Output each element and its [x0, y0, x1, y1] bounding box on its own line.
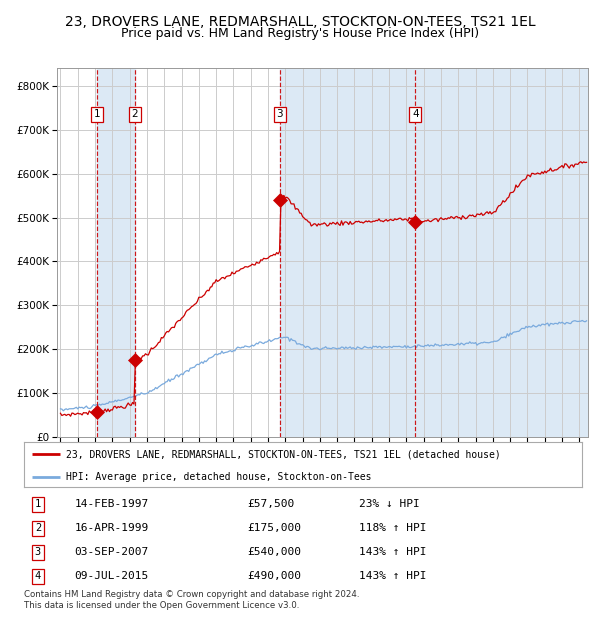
Text: 118% ↑ HPI: 118% ↑ HPI [359, 523, 426, 533]
Text: 23, DROVERS LANE, REDMARSHALL, STOCKTON-ON-TEES, TS21 1EL: 23, DROVERS LANE, REDMARSHALL, STOCKTON-… [65, 16, 535, 30]
Text: 16-APR-1999: 16-APR-1999 [74, 523, 148, 533]
Text: £57,500: £57,500 [247, 499, 295, 509]
Text: 1: 1 [94, 109, 100, 119]
Text: 143% ↑ HPI: 143% ↑ HPI [359, 571, 426, 582]
Text: £490,000: £490,000 [247, 571, 301, 582]
Bar [97, 68, 134, 437]
Text: 3: 3 [276, 109, 283, 119]
Text: 4: 4 [412, 109, 419, 119]
Text: 2: 2 [131, 109, 138, 119]
Text: 09-JUL-2015: 09-JUL-2015 [74, 571, 148, 582]
Text: 4: 4 [35, 571, 41, 582]
Text: Price paid vs. HM Land Registry's House Price Index (HPI): Price paid vs. HM Land Registry's House … [121, 27, 479, 40]
Text: 23% ↓ HPI: 23% ↓ HPI [359, 499, 419, 509]
Text: 3: 3 [35, 547, 41, 557]
Text: 143% ↑ HPI: 143% ↑ HPI [359, 547, 426, 557]
Text: 14-FEB-1997: 14-FEB-1997 [74, 499, 148, 509]
Bar [280, 68, 588, 437]
Text: HPI: Average price, detached house, Stockton-on-Tees: HPI: Average price, detached house, Stoc… [66, 472, 371, 482]
Text: £540,000: £540,000 [247, 547, 301, 557]
Text: 03-SEP-2007: 03-SEP-2007 [74, 547, 148, 557]
Text: 1: 1 [35, 499, 41, 509]
Text: Contains HM Land Registry data © Crown copyright and database right 2024.
This d: Contains HM Land Registry data © Crown c… [24, 590, 359, 609]
Text: £175,000: £175,000 [247, 523, 301, 533]
Text: 23, DROVERS LANE, REDMARSHALL, STOCKTON-ON-TEES, TS21 1EL (detached house): 23, DROVERS LANE, REDMARSHALL, STOCKTON-… [66, 449, 500, 459]
Text: 2: 2 [35, 523, 41, 533]
